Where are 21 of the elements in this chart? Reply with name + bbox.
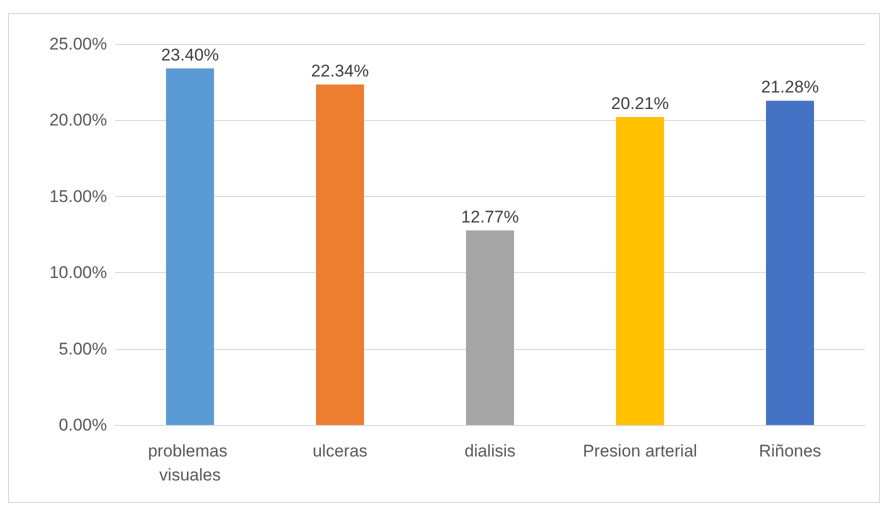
data-label: 22.34% bbox=[311, 62, 369, 81]
y-tick-label: 25.00% bbox=[49, 34, 107, 54]
bar bbox=[766, 100, 814, 425]
x-tick-label: ulceras bbox=[312, 442, 368, 460]
x-tick-label: dialisis bbox=[464, 442, 516, 460]
y-tick-label: 0.00% bbox=[58, 416, 107, 434]
y-tick-label: 15.00% bbox=[49, 186, 107, 206]
bar bbox=[466, 230, 514, 425]
data-label: 23.40% bbox=[161, 45, 219, 64]
data-label: 12.77% bbox=[461, 207, 519, 226]
bar bbox=[316, 84, 364, 425]
y-tick-label: 20.00% bbox=[49, 110, 107, 130]
bar bbox=[166, 68, 214, 425]
x-tick-label: problemas visuales bbox=[148, 442, 232, 484]
bar bbox=[616, 117, 664, 425]
data-label: 21.28% bbox=[761, 78, 819, 97]
x-tick-label: Presion arterial bbox=[582, 442, 698, 460]
y-tick-label: 5.00% bbox=[58, 339, 107, 358]
x-tick-label: Riñones bbox=[758, 442, 822, 460]
data-label: 20.21% bbox=[611, 94, 669, 113]
y-tick-label: 10.00% bbox=[49, 263, 107, 282]
